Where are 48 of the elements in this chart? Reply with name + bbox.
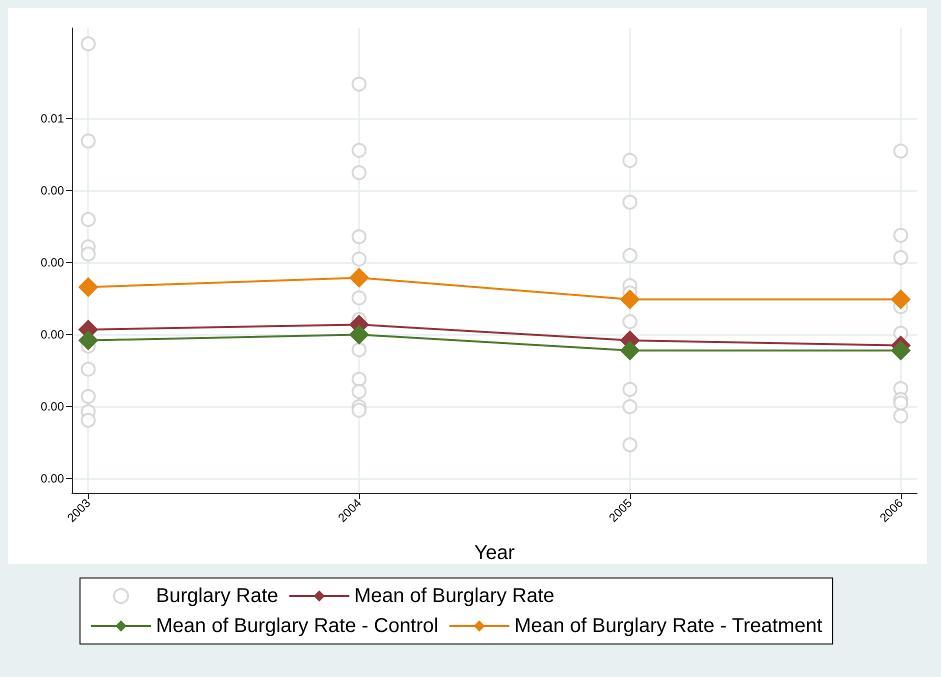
point [622, 437, 638, 452]
point [352, 384, 367, 400]
point [352, 165, 367, 180]
point [620, 289, 640, 310]
point [349, 268, 370, 288]
y-tick-label: 0.00 [40, 184, 64, 198]
y-tick-label: 0.00 [40, 400, 64, 414]
point [622, 152, 638, 168]
point [352, 402, 367, 418]
point [622, 382, 638, 397]
legend-label: Mean of Burglary Rate - Control [156, 615, 438, 637]
point [622, 194, 638, 210]
point [352, 76, 367, 92]
point [78, 277, 98, 298]
y-tick-label: 0.00 [40, 472, 64, 486]
point [352, 372, 367, 387]
point [352, 252, 367, 267]
point [893, 396, 908, 411]
point [890, 289, 911, 310]
point [893, 250, 908, 266]
point [80, 246, 96, 262]
point [622, 248, 638, 263]
point [80, 412, 96, 428]
point [890, 340, 911, 360]
legend-label: Mean of Burglary Rate [354, 585, 554, 607]
point [352, 290, 367, 306]
point [78, 330, 98, 350]
y-tick-label: 0.01 [40, 112, 64, 126]
point [622, 399, 638, 414]
x-axis-title: Year [474, 542, 516, 564]
point [80, 134, 96, 149]
point [620, 340, 640, 360]
point [80, 389, 96, 404]
point [893, 228, 908, 243]
point [352, 142, 367, 158]
point [80, 36, 96, 52]
y-tick-label: 0.00 [40, 256, 64, 270]
point [80, 212, 96, 227]
point [352, 229, 367, 244]
point [622, 314, 638, 330]
legend-label: Burglary Rate [156, 585, 278, 607]
legend-label: Mean of Burglary Rate - Treatment [514, 615, 823, 637]
point [893, 408, 908, 424]
point [349, 324, 370, 345]
point [352, 342, 367, 358]
point [893, 144, 908, 159]
point [80, 362, 96, 377]
y-tick-label: 0.00 [40, 328, 64, 342]
